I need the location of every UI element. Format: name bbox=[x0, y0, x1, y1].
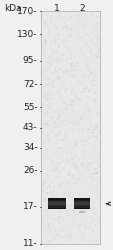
Text: 26-: 26- bbox=[23, 166, 37, 175]
Bar bbox=[48, 202, 65, 204]
Bar bbox=[48, 208, 65, 209]
Bar bbox=[78, 211, 85, 213]
Bar bbox=[73, 206, 89, 208]
Bar bbox=[48, 199, 65, 201]
Bar bbox=[48, 201, 65, 202]
Text: 170-: 170- bbox=[17, 7, 37, 16]
Text: 130-: 130- bbox=[17, 30, 37, 38]
Bar bbox=[48, 205, 65, 206]
Text: 2: 2 bbox=[79, 4, 84, 13]
Bar bbox=[73, 201, 89, 202]
Bar bbox=[41, 11, 99, 244]
Text: 11-: 11- bbox=[23, 239, 37, 248]
Bar bbox=[48, 203, 65, 205]
Bar bbox=[73, 198, 89, 200]
Text: 95-: 95- bbox=[23, 56, 37, 65]
Text: 1: 1 bbox=[54, 4, 59, 13]
Text: 34-: 34- bbox=[23, 144, 37, 152]
Bar bbox=[73, 203, 89, 205]
Bar bbox=[73, 205, 89, 206]
Text: 55-: 55- bbox=[23, 102, 37, 112]
Bar bbox=[73, 202, 89, 204]
Text: 17-: 17- bbox=[23, 202, 37, 211]
Text: 72-: 72- bbox=[23, 80, 37, 89]
Bar bbox=[73, 199, 89, 201]
Text: 43-: 43- bbox=[23, 124, 37, 132]
Bar bbox=[48, 206, 65, 208]
Text: kDa: kDa bbox=[5, 4, 22, 13]
Bar bbox=[73, 208, 89, 209]
Bar bbox=[48, 198, 65, 200]
